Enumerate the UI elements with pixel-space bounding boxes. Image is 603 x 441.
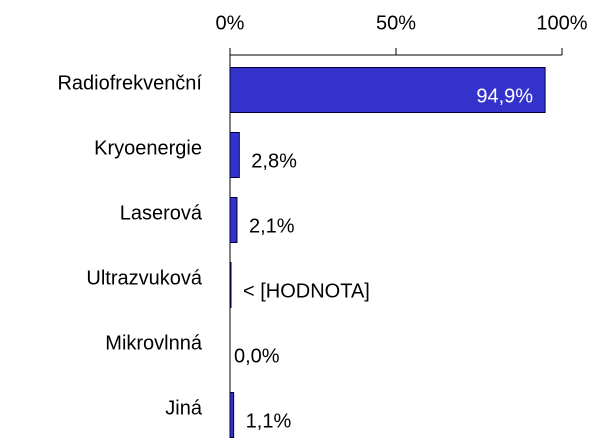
bar xyxy=(229,67,546,113)
value-label: 2,1% xyxy=(249,215,295,237)
value-label: 94,9% xyxy=(476,85,533,107)
bar xyxy=(229,392,235,438)
y-tick-label: Kryoenergie xyxy=(94,137,202,159)
x-tick-label: 0% xyxy=(216,12,245,34)
bar xyxy=(229,197,238,243)
x-tick-label: 50% xyxy=(376,12,416,34)
bar xyxy=(229,262,232,308)
value-label: 2,8% xyxy=(251,150,297,172)
y-tick-label: Radiofrekvenční xyxy=(57,72,202,94)
bar xyxy=(229,132,240,178)
y-tick-label: Laserová xyxy=(120,202,203,224)
y-tick-label: Jiná xyxy=(165,397,203,419)
x-tick-label: 100% xyxy=(536,12,587,34)
y-tick-label: Mikrovlnná xyxy=(105,332,203,354)
value-label: < [HODNOTA] xyxy=(243,280,370,302)
y-tick-label: Ultrazvuková xyxy=(86,267,202,289)
value-label: 1,1% xyxy=(246,410,292,432)
value-label: 0,0% xyxy=(234,345,280,367)
